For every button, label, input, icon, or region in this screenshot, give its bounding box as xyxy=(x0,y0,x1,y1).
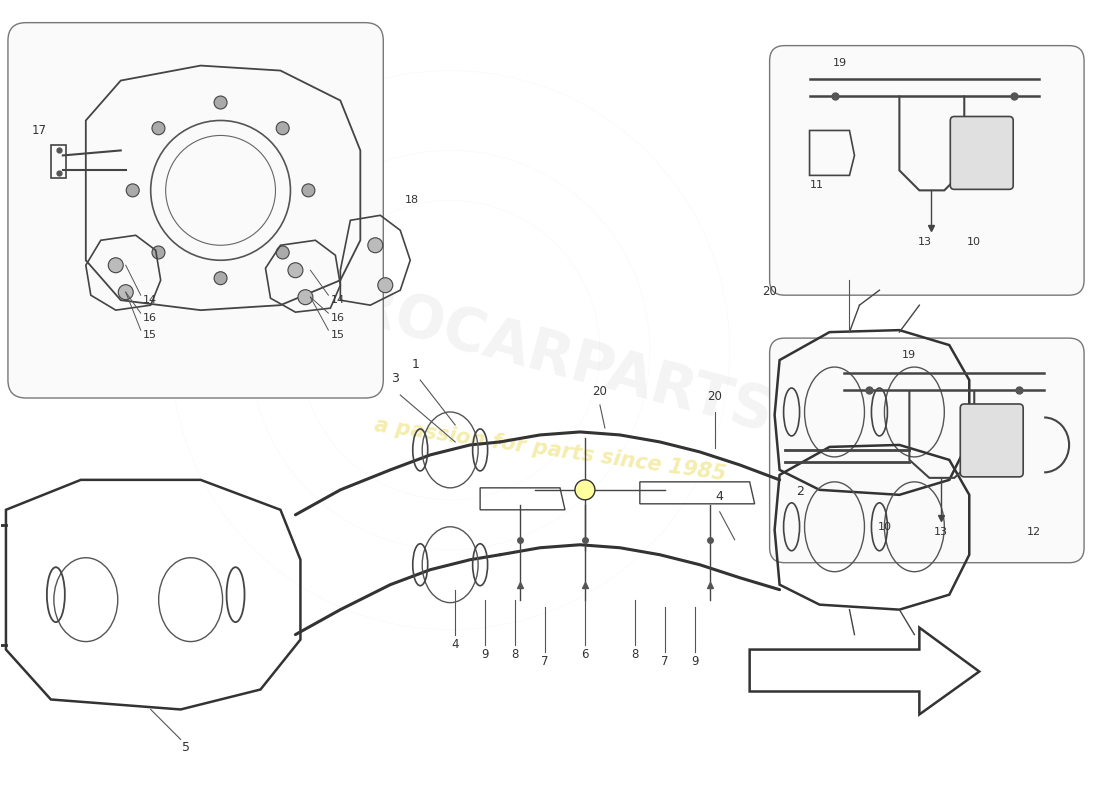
Circle shape xyxy=(214,96,227,109)
Circle shape xyxy=(367,238,383,253)
Circle shape xyxy=(152,122,165,134)
Text: EUROCARPARTS: EUROCARPARTS xyxy=(261,255,780,445)
Text: 15: 15 xyxy=(143,330,156,340)
Text: 20: 20 xyxy=(762,285,777,298)
Text: 14: 14 xyxy=(143,295,157,305)
Circle shape xyxy=(276,246,289,259)
Text: 10: 10 xyxy=(878,522,891,532)
Text: 4: 4 xyxy=(451,638,459,651)
Circle shape xyxy=(377,278,393,293)
Text: 20: 20 xyxy=(707,390,723,403)
Text: 10: 10 xyxy=(967,238,981,247)
Text: 18: 18 xyxy=(405,195,419,206)
Text: 19: 19 xyxy=(833,58,847,67)
Text: 2: 2 xyxy=(795,485,803,498)
FancyBboxPatch shape xyxy=(950,117,1013,190)
Text: a passion for parts since 1985: a passion for parts since 1985 xyxy=(373,415,727,485)
Text: 6: 6 xyxy=(581,648,589,661)
Text: 12: 12 xyxy=(1027,526,1042,537)
Circle shape xyxy=(108,258,123,273)
Text: 4: 4 xyxy=(716,490,724,503)
Circle shape xyxy=(575,480,595,500)
FancyBboxPatch shape xyxy=(8,22,383,398)
Text: 15: 15 xyxy=(330,330,344,340)
Text: 9: 9 xyxy=(482,648,488,661)
Circle shape xyxy=(301,184,315,197)
Circle shape xyxy=(298,290,312,305)
Text: 19: 19 xyxy=(902,350,916,360)
Text: 8: 8 xyxy=(631,648,638,661)
Text: 17: 17 xyxy=(32,124,46,137)
Text: 3: 3 xyxy=(392,372,399,385)
Circle shape xyxy=(214,272,227,285)
Text: 7: 7 xyxy=(541,655,549,668)
Circle shape xyxy=(119,285,133,300)
Text: 14: 14 xyxy=(330,295,344,305)
Circle shape xyxy=(126,184,140,197)
Text: 8: 8 xyxy=(512,648,519,661)
Text: 9: 9 xyxy=(691,655,698,668)
Circle shape xyxy=(288,262,302,278)
Text: 20: 20 xyxy=(593,385,607,398)
Circle shape xyxy=(276,122,289,134)
Text: 13: 13 xyxy=(917,238,932,247)
Circle shape xyxy=(152,246,165,259)
Text: 5: 5 xyxy=(182,741,189,754)
FancyBboxPatch shape xyxy=(770,46,1085,295)
Text: 7: 7 xyxy=(661,655,669,668)
Text: 1: 1 xyxy=(411,358,419,371)
Text: 16: 16 xyxy=(143,313,156,323)
Text: 16: 16 xyxy=(330,313,344,323)
Text: 11: 11 xyxy=(810,180,824,190)
FancyBboxPatch shape xyxy=(770,338,1085,562)
FancyBboxPatch shape xyxy=(960,404,1023,477)
Text: 13: 13 xyxy=(934,526,948,537)
